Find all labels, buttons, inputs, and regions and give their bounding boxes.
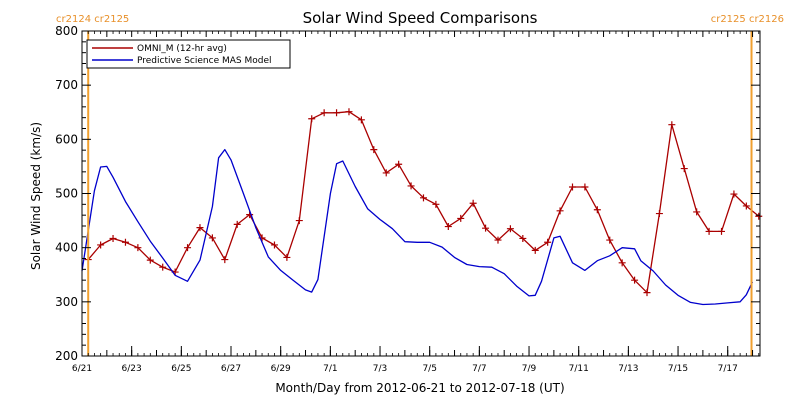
- series-0-point-27: [419, 194, 427, 202]
- series-0-point-29: [444, 223, 452, 231]
- series-0-point-19: [320, 109, 328, 117]
- series-0-point-25: [395, 160, 403, 168]
- series-0-point-12: [233, 220, 241, 228]
- series-0-point-1: [97, 241, 105, 249]
- series-0-point-6: [159, 263, 167, 271]
- series-0-point-48: [680, 165, 688, 173]
- series-0-point-15: [270, 241, 278, 249]
- series-0-point-18: [308, 115, 316, 123]
- y-tick-label: 600: [55, 132, 78, 146]
- y-tick-label: 800: [55, 24, 78, 38]
- series-0-point-45: [643, 289, 651, 297]
- series-0-point-54: [755, 212, 763, 220]
- series-0-point-31: [469, 199, 477, 207]
- series-0-point-28: [432, 200, 440, 208]
- y-tick-label: 500: [55, 187, 78, 201]
- series-0-point-43: [618, 259, 626, 267]
- series-0-point-20: [333, 109, 341, 117]
- x-tick-label: 7/3: [373, 364, 387, 374]
- series-0-point-11: [221, 256, 229, 264]
- x-tick-label: 6/23: [122, 364, 142, 374]
- series-0-point-5: [146, 256, 154, 264]
- x-tick-label: 7/5: [422, 364, 436, 374]
- x-tick-label: 7/7: [472, 364, 486, 374]
- plot-frame: [81, 30, 761, 357]
- legend-label-omni: OMNI_M (12-hr avg): [137, 44, 227, 54]
- series-0-point-35: [519, 234, 527, 242]
- y-tick-label: 400: [55, 241, 78, 255]
- x-axis-label: Month/Day from 2012-06-21 to 2012-07-18 …: [275, 381, 564, 395]
- series-0-point-42: [606, 236, 614, 244]
- series-0-point-30: [457, 214, 465, 222]
- series-0-point-40: [581, 183, 589, 191]
- x-tick-label: 6/21: [72, 364, 92, 374]
- series-line-1: [81, 148, 754, 306]
- x-tick-label: 7/13: [618, 364, 638, 374]
- series-0-point-39: [568, 183, 576, 191]
- series-0-point-24: [382, 169, 390, 177]
- x-tick-label: 7/9: [522, 364, 537, 374]
- series-0-point-22: [357, 116, 365, 124]
- series-0-point-2: [109, 234, 117, 242]
- series-0-point-9: [196, 224, 204, 232]
- y-axis-label: Solar Wind Speed (km/s): [29, 122, 43, 270]
- series-0-point-16: [283, 253, 291, 261]
- y-tick-label: 300: [55, 295, 78, 309]
- series-0-point-36: [531, 246, 539, 254]
- rotation-marker-right-label: cr2125 cr2126: [711, 14, 784, 25]
- series-line-0: [87, 111, 760, 294]
- y-tick-label: 700: [55, 78, 78, 92]
- series-0-point-37: [544, 238, 552, 246]
- series-0-point-17: [295, 217, 303, 225]
- x-tick-label: 7/15: [668, 364, 688, 374]
- series-0-point-21: [345, 108, 353, 116]
- series-0-point-34: [506, 225, 514, 233]
- x-tick-label: 6/29: [271, 364, 291, 374]
- series-0-point-41: [593, 206, 601, 214]
- legend-box: [86, 39, 291, 69]
- series-0-point-51: [718, 227, 726, 235]
- series-0-point-3: [121, 238, 129, 246]
- series-0-point-4: [134, 244, 142, 252]
- series-0-point-10: [208, 234, 216, 242]
- series-0-point-52: [730, 190, 738, 198]
- legend-label-mas: Predictive Science MAS Model: [137, 56, 272, 66]
- series-0-point-47: [668, 121, 676, 129]
- plot-area: [81, 31, 763, 356]
- series-0-point-23: [370, 146, 378, 154]
- x-tick-label: 7/11: [569, 364, 589, 374]
- series-0-point-33: [494, 236, 502, 244]
- series-0-point-32: [482, 224, 490, 232]
- legend: OMNI_M (12-hr avg) Predictive Science MA…: [86, 39, 291, 69]
- y-tick-label: 200: [55, 349, 78, 363]
- x-tick-label: 7/1: [323, 364, 337, 374]
- series-0-point-44: [631, 276, 639, 284]
- series-0-point-53: [742, 202, 750, 210]
- axes: 200 300 400 500 600 700 800 6/21 6/23 6/25 6/27 6/2…: [55, 24, 761, 374]
- series-0-point-50: [705, 227, 713, 235]
- series-0-point-8: [184, 244, 192, 252]
- series-0-point-49: [693, 208, 701, 216]
- rotation-marker-left-label: cr2124 cr2125: [56, 14, 129, 25]
- chart-title: Solar Wind Speed Comparisons: [303, 9, 538, 27]
- x-tick-label: 6/27: [221, 364, 241, 374]
- series-0-point-38: [556, 207, 564, 215]
- x-tick-label: 6/25: [171, 364, 191, 374]
- series-0-point-26: [407, 182, 415, 190]
- series-0-point-46: [655, 210, 663, 218]
- x-tick-label: 7/17: [718, 364, 738, 374]
